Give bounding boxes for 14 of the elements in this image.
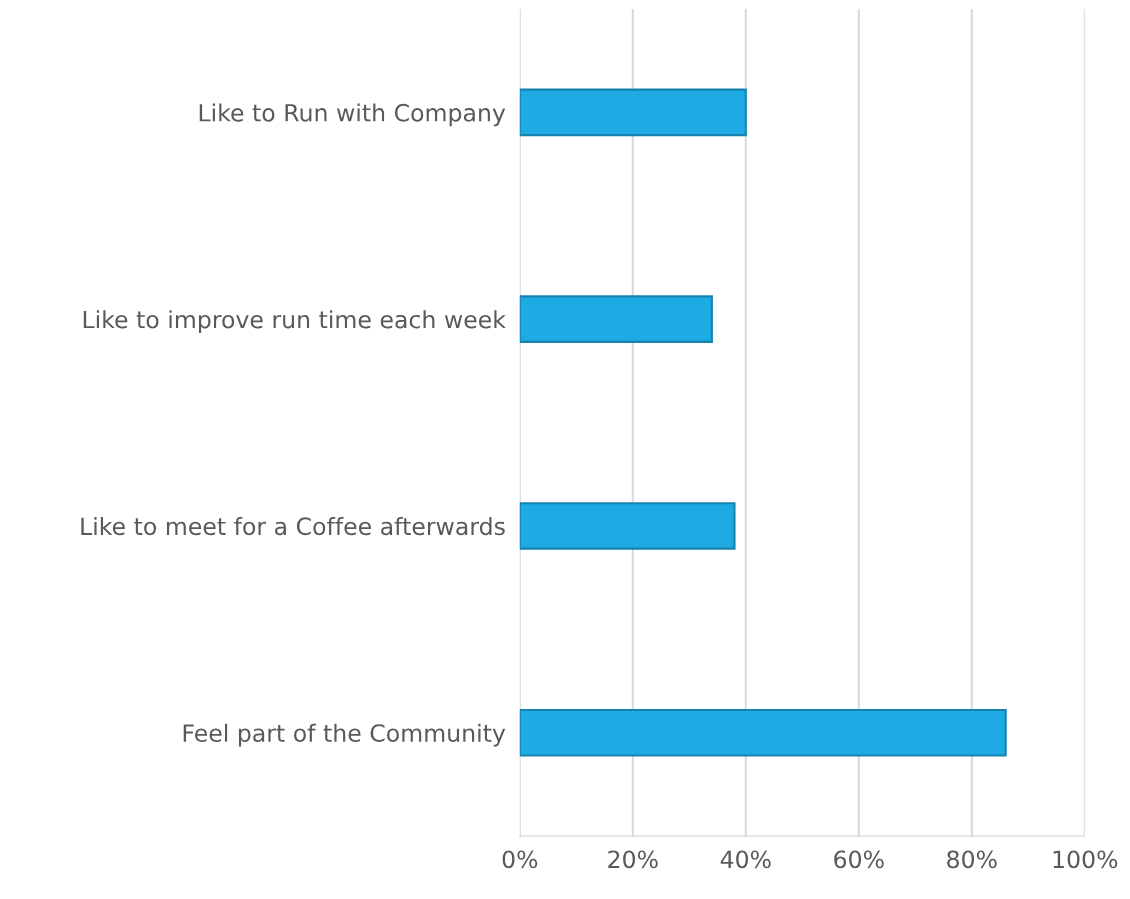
x-tick-label: 40% [720,850,771,869]
y-tick-label: Like to Run with Company [199,103,506,127]
x-tick-label: 100% [1053,850,1118,869]
bar [519,708,1007,757]
y-tick-label: Feel part of the Community [183,723,506,747]
bar [519,502,736,550]
y-tick-label: Like to improve run time each week [83,310,506,334]
x-tick-label: 80% [947,850,997,869]
x-tick-label: 20% [608,850,658,869]
x-tick-label: 0% [502,850,538,869]
y-tick-label: Like to meet for a Coffee afterwards [81,516,505,536]
bar [519,295,713,343]
bar [519,88,747,137]
x-tick-label: 60% [834,850,884,869]
